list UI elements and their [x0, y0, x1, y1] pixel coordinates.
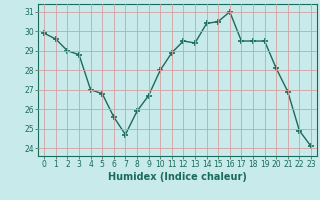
X-axis label: Humidex (Indice chaleur): Humidex (Indice chaleur)	[108, 172, 247, 182]
